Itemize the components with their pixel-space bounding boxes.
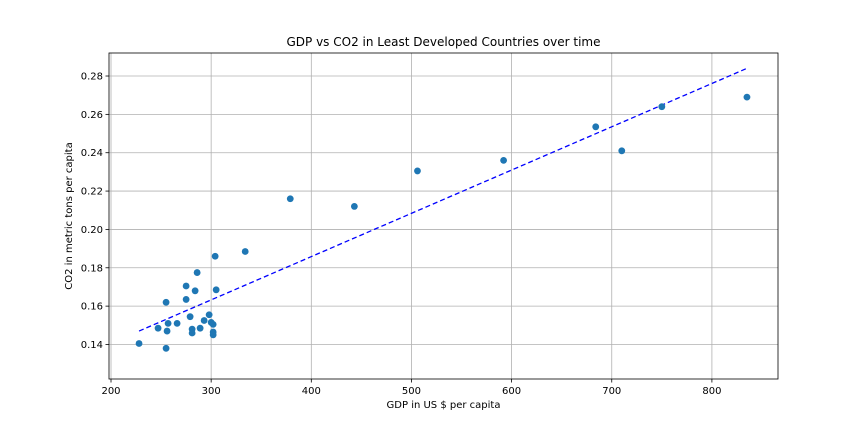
x-tick-label: 400: [302, 386, 321, 397]
data-point: [196, 324, 204, 332]
data-point: [188, 329, 196, 337]
grid: [109, 53, 778, 379]
x-tick-label: 700: [602, 386, 621, 397]
data-point: [592, 123, 600, 131]
data-point: [500, 156, 507, 164]
data-point: [173, 319, 181, 327]
data-point: [241, 248, 249, 255]
data-point: [135, 340, 143, 347]
y-tick-label: 0.28: [81, 72, 103, 83]
y-tick-label: 0.26: [81, 110, 103, 121]
data-point: [193, 269, 201, 276]
data-point: [414, 167, 421, 175]
y-tick-label: 0.14: [81, 340, 103, 351]
x-ticks: 200 300 400 500 600 700 800: [101, 379, 721, 397]
data-point: [205, 311, 213, 319]
x-tick-label: 200: [101, 386, 120, 397]
x-tick-label: 800: [702, 386, 721, 397]
data-point: [182, 296, 190, 303]
data-point: [191, 287, 199, 295]
x-tick-label: 600: [502, 386, 521, 397]
data-point: [209, 320, 217, 328]
data-point: [212, 286, 220, 294]
data-point: [209, 331, 217, 339]
data-point: [618, 147, 626, 155]
y-tick-label: 0.18: [81, 263, 103, 274]
points-layer: [135, 93, 751, 352]
chart-title: GDP vs CO2 in Least Developed Countries …: [286, 35, 600, 49]
data-point: [211, 252, 219, 260]
x-axis-title: GDP in US $ per capita: [387, 400, 501, 411]
data-point: [186, 313, 194, 321]
data-point: [164, 319, 172, 327]
data-point: [743, 93, 751, 101]
data-point: [162, 344, 170, 352]
data-point: [182, 282, 190, 290]
y-tick-label: 0.20: [81, 225, 103, 236]
data-point: [658, 103, 666, 111]
data-point: [154, 324, 162, 332]
plot-frame: [108, 52, 779, 380]
y-ticks: 0.14 0.16 0.18 0.20 0.22 0.24 0.26 0.28: [81, 72, 109, 351]
data-point: [162, 298, 170, 306]
y-tick-label: 0.16: [81, 302, 103, 313]
y-tick-label: 0.22: [81, 187, 103, 198]
y-tick-label: 0.24: [81, 148, 103, 159]
trendline-layer: [138, 67, 748, 332]
data-point: [350, 203, 358, 210]
data-point: [200, 317, 208, 324]
data-point: [286, 195, 294, 203]
data-point: [163, 327, 171, 335]
x-tick-label: 500: [402, 386, 421, 397]
y-axis-title: CO2 in metric tons per capita: [64, 142, 75, 289]
x-tick-label: 300: [202, 386, 221, 397]
trendline: [138, 67, 748, 332]
